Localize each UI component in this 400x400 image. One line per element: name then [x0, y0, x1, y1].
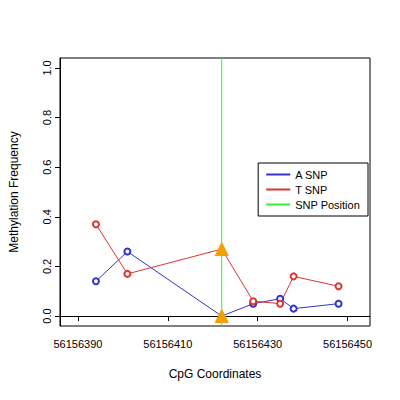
svg-text:1.0: 1.0 [41, 60, 53, 75]
svg-text:SNP Position: SNP Position [295, 199, 360, 211]
svg-text:56156390: 56156390 [53, 338, 102, 350]
svg-text:0.0: 0.0 [41, 308, 53, 323]
svg-text:0.2: 0.2 [41, 259, 53, 274]
svg-text:56156450: 56156450 [323, 338, 372, 350]
svg-text:0.4: 0.4 [41, 209, 53, 224]
svg-text:56156430: 56156430 [233, 338, 282, 350]
svg-text:0.6: 0.6 [41, 160, 53, 175]
svg-text:56156410: 56156410 [143, 338, 192, 350]
svg-text:CpG Coordinates: CpG Coordinates [169, 367, 262, 381]
svg-text:A SNP: A SNP [295, 169, 327, 181]
svg-text:0.8: 0.8 [41, 110, 53, 125]
svg-text:Methylation Frequency: Methylation Frequency [7, 131, 21, 252]
svg-text:T SNP: T SNP [295, 184, 327, 196]
